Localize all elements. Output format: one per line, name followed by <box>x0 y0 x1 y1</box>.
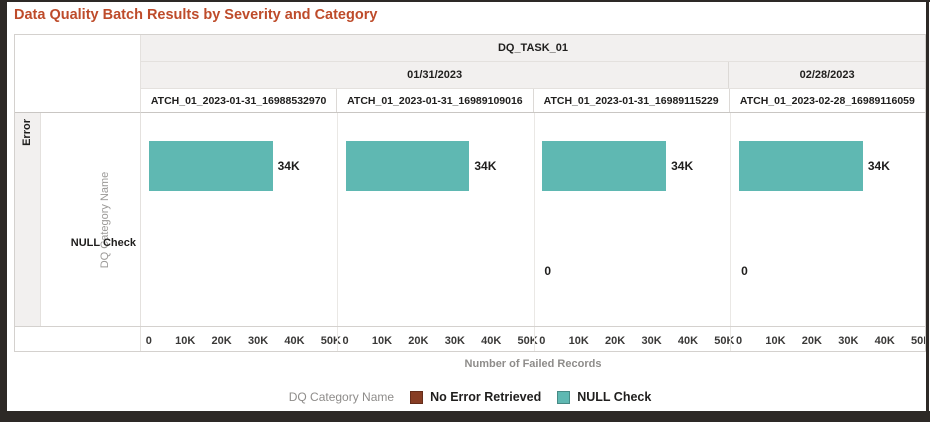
date-header-cell: 01/31/2023 <box>407 69 463 81</box>
trellis-chart: DQ_TASK_01 01/31/2023 02/28/2023 ATCH_01_… <box>14 34 926 352</box>
bar-value-label: 34K <box>474 159 497 173</box>
x-tick-label: 10K <box>175 334 196 347</box>
x-tick-label: 0 <box>736 334 743 347</box>
window-frame-bottom <box>0 411 930 422</box>
window-frame-top <box>0 0 930 2</box>
page-title: Data Quality Batch Results by Severity a… <box>14 7 378 23</box>
batch-header-cell: ATCH_01_2023-01-31_16988532970 <box>150 94 327 107</box>
x-tick-label: 50K <box>911 334 925 347</box>
x-tick-label: 10K <box>568 334 589 347</box>
x-tick-label: 20K <box>211 334 232 347</box>
date-header-row: 01/31/2023 02/28/2023 <box>141 62 925 89</box>
date-header-cell: 02/28/2023 <box>728 62 925 88</box>
legend-swatch-icon <box>410 390 424 404</box>
x-tick-label: 0 <box>145 334 152 347</box>
chart-panel: 34K <box>336 113 534 326</box>
legend-item-label: NULL Check <box>577 390 652 404</box>
x-tick-label: 20K <box>408 334 429 347</box>
legend: DQ Category Name No Error Retrieved NULL … <box>14 390 926 404</box>
x-axis-panel: 0 10K 20K 30K 40K 50K <box>730 327 925 351</box>
chart-panel: 34K 0 <box>533 113 731 326</box>
bar-null-check[interactable] <box>542 141 667 191</box>
x-axis-title: Number of Failed Records <box>464 358 602 370</box>
chart-panel: 34K <box>141 113 337 326</box>
zero-value-label: 0 <box>741 264 748 278</box>
x-axis-panel: 0 10K 20K 30K 40K 50K <box>533 327 735 351</box>
batch-header-row: ATCH_01_2023-01-31_16988532970 ATCH_01_20… <box>141 89 925 113</box>
legend-item-null-check[interactable]: NULL Check <box>557 390 651 404</box>
window-frame-left <box>0 0 7 422</box>
batch-header-cell: ATCH_01_2023-01-31_16989115229 <box>532 89 729 112</box>
x-tick-label: 50K <box>320 334 341 347</box>
x-tick-label: 10K <box>371 334 393 347</box>
x-axis-row: 0 10K 20K 30K 40K 50K 0 10K 20K 30K 40K 50K 0 10K 20K 3… <box>15 326 925 351</box>
bar-null-check[interactable] <box>739 141 863 191</box>
bar-value-label: 34K <box>867 159 890 173</box>
window-frame-right <box>926 0 929 415</box>
x-tick-label: 40K <box>481 334 502 347</box>
x-tick-label: 20K <box>605 334 626 347</box>
chart-panel: 34K 0 <box>730 113 925 326</box>
legend-item-no-error-retrieved[interactable]: No Error Retrieved <box>410 390 541 404</box>
x-tick-label: 10K <box>765 334 786 347</box>
bar-null-check[interactable] <box>345 141 470 191</box>
severity-label: Error <box>21 119 33 146</box>
legend-swatch-icon <box>557 390 571 404</box>
batch-header-cell: ATCH_01_2023-01-31_16989109016 <box>336 89 532 112</box>
header-corner-cell <box>15 35 141 113</box>
x-tick-label: 30K <box>641 334 662 347</box>
x-tick-label: 0 <box>342 334 349 347</box>
x-axis-spacer <box>15 327 141 351</box>
row-label-null-check: NULL Check <box>70 237 136 249</box>
legend-title: DQ Category Name <box>288 390 395 404</box>
task-header: DQ_TASK_01 <box>141 35 925 62</box>
x-tick-label: 0 <box>539 334 546 347</box>
bar-value-label: 34K <box>277 159 300 173</box>
x-tick-label: 40K <box>874 334 895 347</box>
x-tick-label: 50K <box>517 334 538 347</box>
chart-panels: 34K 34K 34K 0 34K 0 <box>141 113 925 326</box>
bar-value-label: 34K <box>671 159 694 173</box>
x-axis-panels: 0 10K 20K 30K 40K 50K 0 10K 20K 30K 40K 50K 0 10K 20K 3… <box>141 327 925 351</box>
x-tick-label: 20K <box>801 334 822 347</box>
severity-cell: Error <box>15 113 41 326</box>
x-tick-label: 30K <box>838 334 859 347</box>
batch-header-cell: ATCH_01_2023-02-28_16989116059 <box>728 89 925 112</box>
x-axis-panel: 0 10K 20K 30K 40K 50K <box>336 327 538 351</box>
x-tick-label: 30K <box>247 334 269 347</box>
legend-item-label: No Error Retrieved <box>430 390 542 404</box>
row-label-block: Error DQ Category Name NULL Check No Err… <box>15 113 141 351</box>
zero-value-label: 0 <box>544 264 552 278</box>
x-tick-label: 50K <box>714 334 735 347</box>
x-tick-label: 40K <box>284 334 305 347</box>
x-axis-panel: 0 10K 20K 30K 40K 50K <box>141 327 341 351</box>
category-axis-title: DQ Category Name <box>99 171 111 268</box>
x-tick-label: 40K <box>677 334 699 347</box>
bar-null-check[interactable] <box>148 141 273 191</box>
x-tick-label: 30K <box>444 334 465 347</box>
